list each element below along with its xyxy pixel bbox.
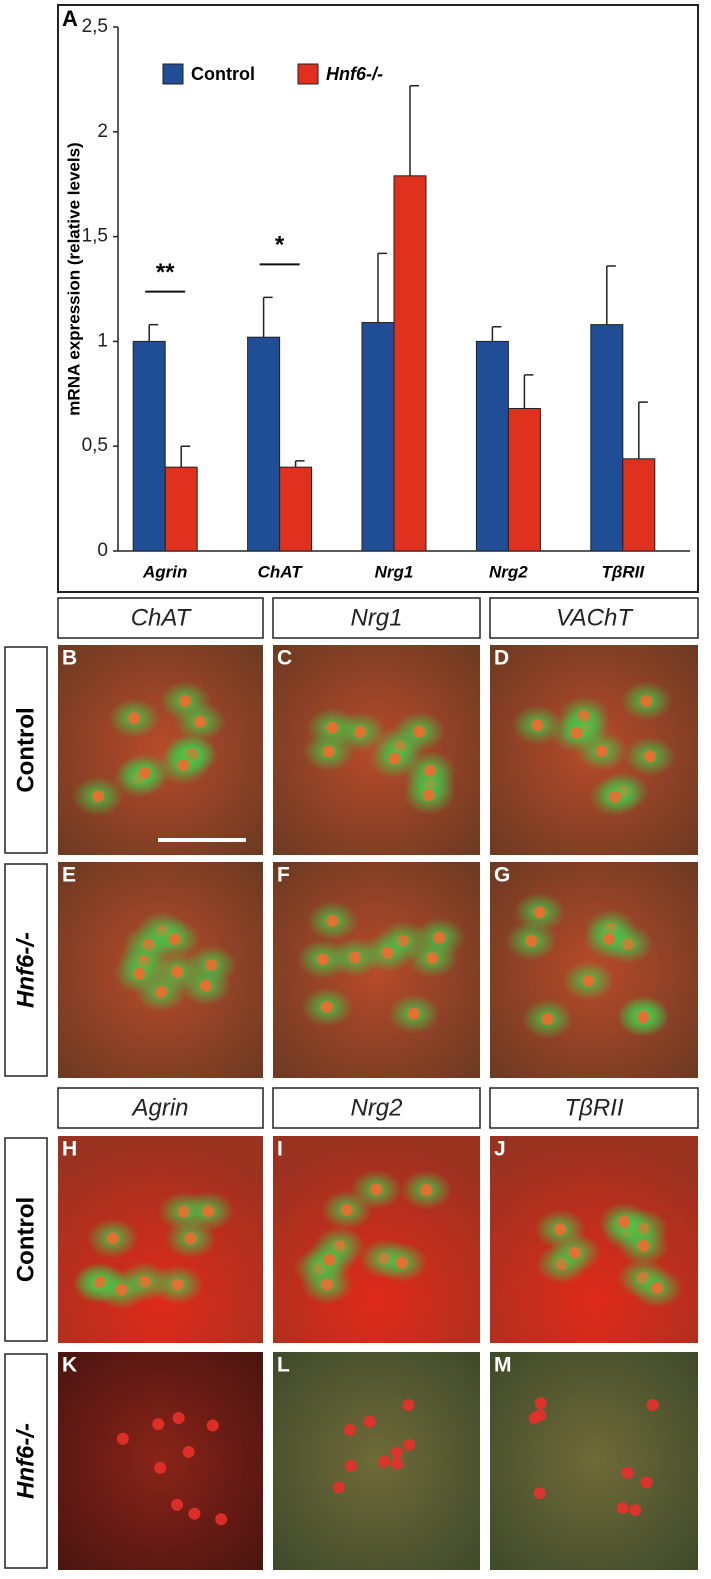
bar xyxy=(279,466,313,552)
column-header-box xyxy=(57,1087,264,1129)
micrograph xyxy=(273,1352,480,1570)
column-header-box xyxy=(489,597,699,639)
panel-letter: H xyxy=(62,1138,77,1161)
panel-letter: J xyxy=(494,1138,506,1161)
micrograph-cells xyxy=(72,680,227,817)
y-tick-label: 0,5 xyxy=(82,435,108,456)
legend-label: Hnf6-/- xyxy=(326,64,383,84)
column-header-box xyxy=(272,597,481,639)
x-tick-label: TβRII xyxy=(601,562,645,581)
column-header: ChAT xyxy=(131,604,193,631)
error-bar xyxy=(148,323,159,342)
column-header: Nrg1 xyxy=(350,604,402,631)
row-label: Hnf6-/- xyxy=(12,1423,39,1499)
column-header: Nrg2 xyxy=(350,1094,402,1121)
legend-swatch xyxy=(162,63,184,85)
row-label: Hnf6-/- xyxy=(12,932,39,1008)
micrograph-cells xyxy=(302,707,457,815)
panel-letter: I xyxy=(277,1138,283,1161)
micrograph-cells xyxy=(113,911,238,1012)
bar xyxy=(132,340,166,552)
micrograph-cells xyxy=(505,892,670,1039)
row-label-box xyxy=(4,1353,48,1569)
bar xyxy=(164,466,198,552)
bar xyxy=(590,324,624,552)
y-tick-label: 1 xyxy=(97,330,108,351)
micrograph-cells xyxy=(116,1411,228,1526)
panel-letter: E xyxy=(62,864,76,887)
panel-letter: C xyxy=(277,647,292,670)
y-tick-label: 2,5 xyxy=(82,16,108,37)
y-tick-label: 0 xyxy=(97,540,108,561)
x-tick-label: ChAT xyxy=(258,562,304,581)
y-tick-label: 2 xyxy=(97,121,108,142)
micrograph xyxy=(490,1352,698,1570)
bar xyxy=(361,322,395,552)
panel-letter: M xyxy=(494,1354,512,1377)
micrograph-cells xyxy=(511,681,676,817)
micrograph-cells xyxy=(534,1201,684,1309)
micrograph xyxy=(273,1136,480,1343)
bar xyxy=(475,340,509,552)
micrograph-cells xyxy=(528,1397,659,1517)
panel-letter: F xyxy=(277,864,290,887)
micrograph-cells xyxy=(72,1191,235,1310)
error-bar xyxy=(491,325,502,342)
row-label: Control xyxy=(12,1197,39,1282)
bar xyxy=(622,458,656,552)
column-header: VAChT xyxy=(556,604,634,631)
column-header-box xyxy=(272,1087,481,1129)
column-header-box xyxy=(489,1087,699,1129)
panel-letter: K xyxy=(62,1354,77,1377)
row-label-box xyxy=(4,863,48,1077)
row-label: Control xyxy=(12,707,39,792)
error-bar xyxy=(180,445,191,468)
bar xyxy=(247,336,281,552)
panel-letter: G xyxy=(494,864,510,887)
error-bar xyxy=(294,460,305,468)
y-axis-label: mRNA expression (relative levels) xyxy=(64,142,83,415)
column-header-box xyxy=(57,597,264,639)
micrograph xyxy=(58,1352,263,1570)
significance-label: ** xyxy=(156,259,175,286)
legend-label: Control xyxy=(191,64,255,84)
column-header: TβRII xyxy=(564,1094,623,1121)
micrograph-cells xyxy=(293,1169,453,1305)
x-tick-label: Nrg1 xyxy=(375,562,414,581)
error-bar xyxy=(523,374,534,409)
error-bar xyxy=(377,252,387,323)
significance-label: * xyxy=(275,232,285,259)
panel-letter: D xyxy=(494,647,509,670)
column-header: Agrin xyxy=(130,1094,188,1121)
row-label-box xyxy=(4,1137,48,1342)
micrograph-cells xyxy=(332,1399,416,1494)
x-tick-label: Agrin xyxy=(142,562,187,581)
micrograph-cells xyxy=(296,901,466,1034)
panel-letter: L xyxy=(277,1354,290,1377)
error-bar xyxy=(262,296,273,338)
panel-letter: B xyxy=(62,647,77,670)
error-bar xyxy=(409,84,419,176)
x-tick-label: Nrg2 xyxy=(489,562,528,581)
panel-label: A xyxy=(62,6,78,31)
bar xyxy=(393,175,427,552)
legend-swatch xyxy=(297,63,319,85)
error-bar xyxy=(638,401,648,459)
micrograph xyxy=(58,645,263,855)
bar xyxy=(507,407,541,552)
y-tick-label: 1,5 xyxy=(82,226,108,247)
row-label-box xyxy=(4,646,48,854)
error-bar xyxy=(606,265,616,325)
